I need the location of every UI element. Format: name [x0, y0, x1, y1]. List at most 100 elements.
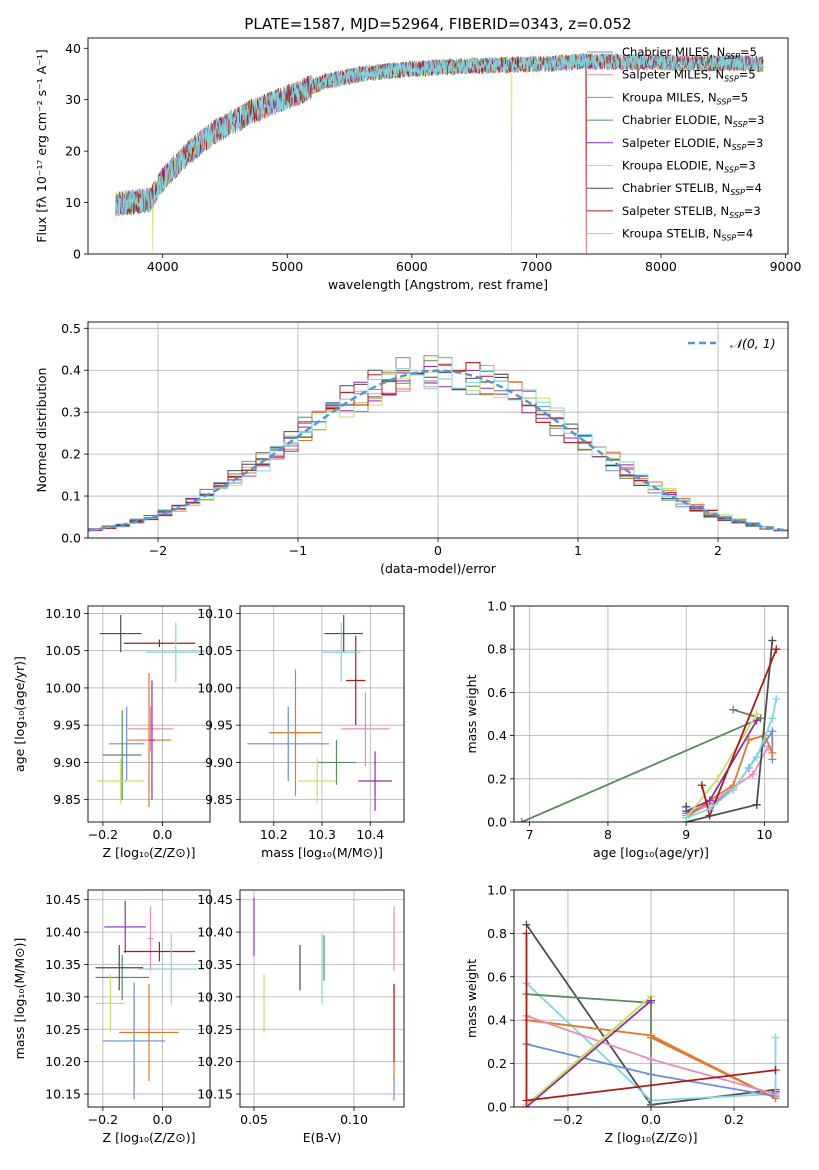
x-tick-label: 8 [604, 827, 612, 842]
legend-label: Kroupa STELIB, NSSP=4 [622, 227, 753, 243]
y-tick-label: 0.8 [487, 926, 507, 941]
y-tick-label: 10.10 [45, 606, 81, 621]
y-tick-label: 10.15 [45, 1087, 81, 1102]
legend-label: Salpeter ELODIE, NSSP=3 [622, 136, 763, 152]
x-tick-label: 10.2 [260, 827, 288, 842]
y-tick-label: 0.6 [487, 969, 507, 984]
point-marker-kroupa_elodie [713, 774, 722, 783]
x-axis-label: Z [log₁₀(Z/Z⊙)] [103, 845, 196, 860]
y-tick-label: 10.05 [45, 643, 81, 658]
point-marker-chabrier_miles [647, 1070, 655, 1079]
x-axis-label: Z [log₁₀(Z/Z⊙)] [103, 1130, 196, 1145]
legend-label: Salpeter MILES, NSSP=5 [622, 68, 756, 84]
series-line-chabrier_stelib [685, 640, 774, 822]
y-tick-label: 0.6 [487, 685, 507, 700]
axes-frame [87, 889, 211, 1108]
y-axis-label: Flux [fλ 10⁻¹⁷ erg cm⁻² s⁻¹ A⁻¹] [34, 49, 49, 242]
point-marker-kroupa_stelib [752, 753, 761, 762]
point-marker-salpeter_stelib [522, 929, 531, 938]
spectrum-line-kroupa_elodie [115, 53, 764, 253]
x-axis-label: wavelength [Angstrom, rest frame] [328, 277, 548, 292]
legend-label: Chabrier ELODIE, NSSP=3 [622, 113, 764, 129]
x-tick-label: 0.0 [152, 827, 172, 842]
point-marker-kroupa_stelib [771, 1033, 780, 1042]
y-tick-label: 1.0 [487, 599, 507, 614]
x-tick-label: 10.3 [308, 827, 336, 842]
x-tick-label: 0 [434, 543, 442, 558]
y-axis-label: Normed distribution [34, 368, 49, 493]
x-tick-label: 0.0 [641, 1112, 661, 1127]
point-marker-salpeter_stelib [772, 645, 781, 654]
x-axis-label: (data-model)/error [380, 561, 497, 576]
axes-frame [87, 37, 789, 255]
panel-age_vs_mass: 10.2 10.3 10.4 9.85 9.90 9.95 10.00 10.05 10.10 m… [197, 605, 405, 860]
y-tick-label: 10.00 [197, 680, 233, 695]
axes-frame [513, 605, 789, 823]
plot-area-mass_vs_ebv [240, 890, 404, 1107]
point-marker-salpeter_miles [748, 770, 757, 779]
x-axis-label: mass [log₁₀(M/M⊙)] [261, 845, 383, 860]
x-tick-label: 7 [526, 827, 534, 842]
axes-frame [513, 889, 789, 1108]
axes-frame [87, 605, 211, 823]
point-marker-kroupa_stelib [705, 805, 714, 814]
y-tick-label: 0.2 [487, 771, 507, 786]
y-tick-label: 30 [65, 92, 81, 107]
x-tick-label: 10 [757, 827, 773, 842]
x-tick-label: 4000 [147, 259, 179, 274]
x-tick-label: 0.10 [340, 1112, 368, 1127]
y-tick-label: 10.15 [197, 1087, 233, 1102]
plot-area-mass_vs_Z [88, 890, 210, 1107]
legend-label: 𝒩(0, 1) [730, 336, 776, 351]
x-tick-label: 6000 [396, 259, 428, 274]
point-marker-salpeter_miles [647, 1055, 655, 1064]
point-marker-chabrier_miles [768, 727, 777, 736]
y-tick-label: 10.30 [197, 989, 233, 1004]
legend-label: Chabrier MILES, NSSP=5 [622, 45, 757, 61]
y-tick-label: 0.1 [61, 489, 81, 504]
legend-label: Kroupa MILES, NSSP=5 [622, 90, 748, 106]
y-tick-label: 9.95 [53, 718, 81, 733]
y-tick-label: 10.40 [45, 925, 81, 940]
panel-residuals: −2 −1 0 1 2 0.0 0.1 0.2 0.3 0.4 0.5 (data-model)/er… [34, 321, 789, 576]
point-marker-salpeter_elodie [705, 796, 714, 805]
y-tick-label: 0.2 [61, 447, 81, 462]
y-axis-label: mass weight [464, 674, 479, 753]
point-marker-salpeter_elodie [647, 996, 655, 1005]
y-tick-label: 10.00 [45, 680, 81, 695]
y-tick-label: 0.4 [487, 728, 507, 743]
plot-area-spectrum [114, 52, 764, 254]
x-tick-label: 10.4 [356, 827, 384, 842]
point-marker-kroupa_stelib [772, 694, 781, 703]
x-tick-label: −0.2 [553, 1112, 583, 1127]
y-axis-label: mass weight [464, 959, 479, 1038]
y-tick-label: 0.2 [487, 1056, 507, 1071]
point-marker-salpeter_stelib [771, 1066, 780, 1075]
x-tick-label: 1 [574, 543, 582, 558]
y-tick-label: 0.4 [61, 363, 81, 378]
legend-label: Chabrier STELIB, NSSP=4 [622, 181, 762, 197]
y-tick-label: 0.4 [487, 1013, 507, 1028]
series-line-salpeter_elodie [525, 1000, 652, 1107]
series-line-kroupa_elodie [685, 713, 758, 819]
normal-curve [88, 369, 788, 532]
x-tick-label: −0.2 [88, 827, 118, 842]
x-tick-label: 9 [682, 827, 690, 842]
x-axis-label: Z [log₁₀(Z/Z⊙)] [605, 1130, 698, 1145]
y-tick-label: 9.90 [53, 755, 81, 770]
point-marker-salpeter_stelib [522, 1096, 531, 1105]
x-tick-label: 0.05 [240, 1112, 268, 1127]
y-axis-label: mass [log₁₀(M/M⊙)] [12, 938, 27, 1060]
x-tick-label: 0.0 [152, 1112, 172, 1127]
y-tick-label: 0.0 [487, 1100, 507, 1115]
residual-legend: 𝒩(0, 1) [688, 336, 776, 351]
y-tick-label: 0.8 [487, 642, 507, 657]
x-tick-label: 7000 [520, 259, 552, 274]
point-marker-chabrier_elodie [517, 818, 526, 822]
y-tick-label: 0 [73, 247, 81, 262]
plot-area-mass_weight_vs_Z [514, 890, 788, 1107]
y-tick-label: 10.35 [45, 957, 81, 972]
y-tick-label: 10.40 [197, 925, 233, 940]
axes-frame [239, 605, 405, 823]
